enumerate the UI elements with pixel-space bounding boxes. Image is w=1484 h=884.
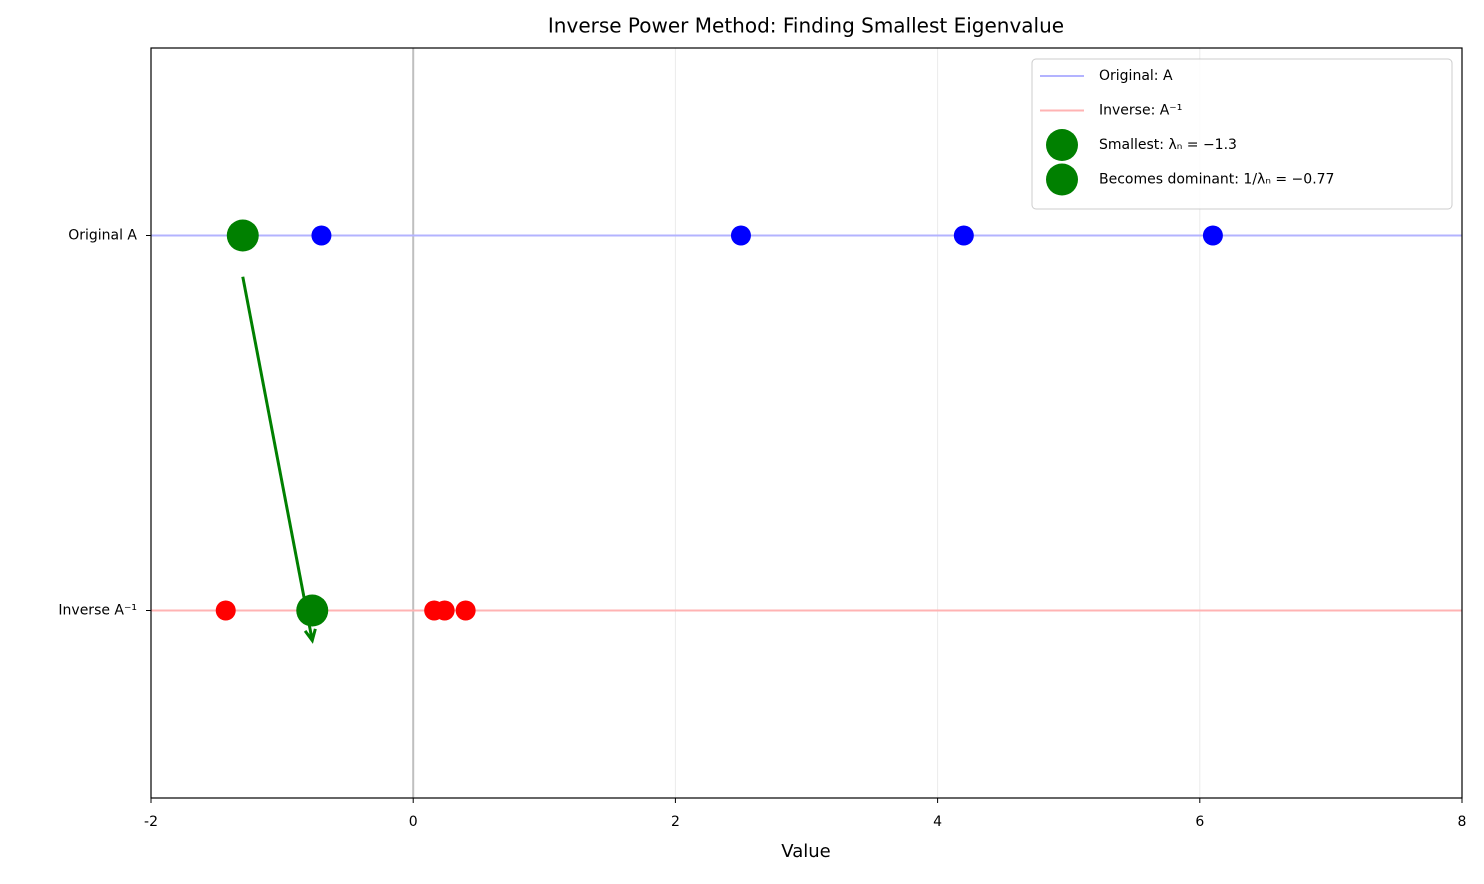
point: [215, 600, 236, 621]
x-tick-label: 0: [409, 814, 418, 830]
arrow-head: [303, 628, 317, 644]
x-axis-label: Value: [781, 841, 830, 862]
legend-label: Smallest: λₙ = −1.3: [1099, 137, 1237, 153]
x-tick-label: -2: [144, 814, 158, 830]
point: [296, 594, 329, 627]
x-tick-label: 4: [933, 814, 942, 830]
legend-label: Becomes dominant: 1/λₙ = −0.77: [1099, 172, 1334, 188]
point: [434, 600, 455, 621]
point: [953, 225, 974, 246]
legend-marker: [1046, 129, 1078, 161]
x-tick-label: 8: [1458, 814, 1467, 830]
legend-box: [1031, 58, 1453, 210]
x-tick-label: 6: [1195, 814, 1204, 830]
point: [226, 219, 259, 252]
point: [1202, 225, 1223, 246]
legend-label: Inverse: A⁻¹: [1099, 103, 1182, 119]
point: [730, 225, 751, 246]
point: [311, 225, 332, 246]
arrow-shaft: [241, 276, 314, 641]
plot-frame: [150, 47, 1463, 799]
chart-title: Inverse Power Method: Finding Smallest E…: [548, 14, 1064, 38]
y-tick-label: Original A: [68, 228, 137, 244]
point: [455, 600, 476, 621]
legend-label: Original: A: [1099, 68, 1173, 84]
arrow: [241, 276, 317, 644]
y-tick-label: Inverse A⁻¹: [58, 603, 137, 619]
x-tick-label: 2: [671, 814, 680, 830]
legend-marker: [1046, 163, 1078, 196]
